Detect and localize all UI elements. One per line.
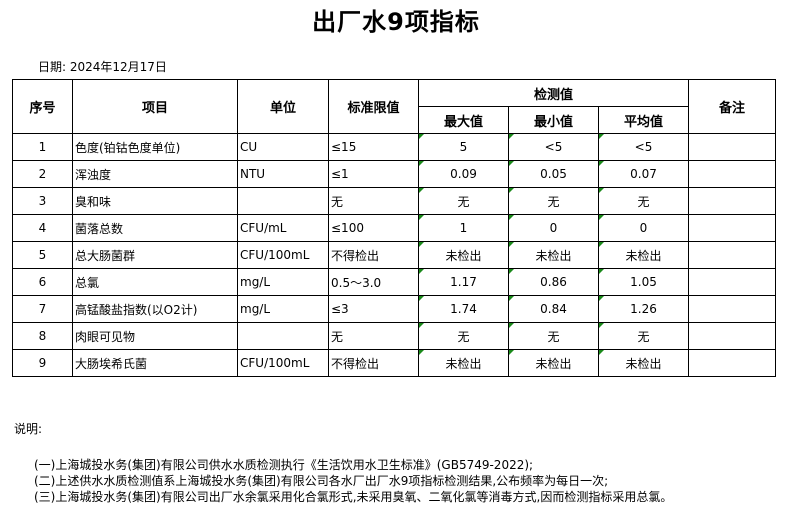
cell-max: 0.09 xyxy=(418,160,509,188)
cell-max: 无 xyxy=(418,322,509,350)
cell-remark xyxy=(688,295,776,323)
cell-unit: NTU xyxy=(237,160,329,188)
cell-item: 高锰酸盐指数(以O2计) xyxy=(72,295,238,323)
cell-avg: 0 xyxy=(598,214,689,242)
cell-max: 未检出 xyxy=(418,241,509,269)
note-line: (三)上海城投水务(集团)有限公司出厂水余氯采用化合氯形式,未采用臭氧、二氧化氯… xyxy=(34,490,673,504)
cell-min: <5 xyxy=(508,133,599,161)
cell-avg: 无 xyxy=(598,322,689,350)
water-quality-table: 序号 项目 单位 标准限值 检测值 备注 最大值 最小值 平均值 1 色度(铂钴色… xyxy=(12,79,776,377)
cell-no: 8 xyxy=(12,322,73,350)
cell-avg: <5 xyxy=(598,133,689,161)
table-row: 2 浑浊度 NTU ≤1 0.09 0.05 0.07 xyxy=(12,160,776,188)
cell-remark xyxy=(688,133,776,161)
cell-unit xyxy=(237,322,329,350)
cell-max: 未检出 xyxy=(418,349,509,377)
cell-item: 色度(铂钴色度单位) xyxy=(72,133,238,161)
cell-item: 浑浊度 xyxy=(72,160,238,188)
cell-item: 大肠埃希氏菌 xyxy=(72,349,238,377)
cell-no: 6 xyxy=(12,268,73,296)
cell-min: 0.86 xyxy=(508,268,599,296)
cell-no: 2 xyxy=(12,160,73,188)
cell-no: 5 xyxy=(12,241,73,269)
cell-max: 1.74 xyxy=(418,295,509,323)
header-unit: 单位 xyxy=(237,79,329,134)
table-row: 9 大肠埃希氏菌 CFU/100mL 不得检出 未检出 未检出 未检出 xyxy=(12,349,776,377)
cell-max: 5 xyxy=(418,133,509,161)
header-item: 项目 xyxy=(72,79,238,134)
cell-no: 1 xyxy=(12,133,73,161)
cell-unit: mg/L xyxy=(237,295,329,323)
table-row: 6 总氯 mg/L 0.5～3.0 1.17 0.86 1.05 xyxy=(12,268,776,296)
header-max: 最大值 xyxy=(418,106,509,134)
cell-remark xyxy=(688,268,776,296)
header-no: 序号 xyxy=(12,79,73,134)
cell-unit: CFU/100mL xyxy=(237,241,329,269)
table-row: 8 肉眼可见物无无无无 xyxy=(12,322,776,350)
cell-remark xyxy=(688,214,776,242)
cell-item: 臭和味 xyxy=(72,187,238,215)
header-min: 最小值 xyxy=(508,106,599,134)
cell-unit: CU xyxy=(237,133,329,161)
note-line: (一)上海城投水务(集团)有限公司供水水质检测执行《生活饮用水卫生标准》(GB5… xyxy=(34,458,534,472)
cell-remark xyxy=(688,160,776,188)
cell-max: 1 xyxy=(418,214,509,242)
cell-min: 未检出 xyxy=(508,349,599,377)
cell-remark xyxy=(688,349,776,377)
cell-limit: 不得检出 xyxy=(328,241,419,269)
report-date: 日期: 2024年12月17日 xyxy=(38,60,167,74)
cell-item: 总氯 xyxy=(72,268,238,296)
cell-unit: mg/L xyxy=(237,268,329,296)
cell-min: 无 xyxy=(508,322,599,350)
cell-limit: 无 xyxy=(328,187,419,215)
cell-min: 无 xyxy=(508,187,599,215)
cell-unit: CFU/100mL xyxy=(237,349,329,377)
cell-avg: 1.05 xyxy=(598,268,689,296)
cell-remark xyxy=(688,241,776,269)
table-row: 5 总大肠菌群 CFU/100mL 不得检出 未检出 未检出 未检出 xyxy=(12,241,776,269)
cell-item: 菌落总数 xyxy=(72,214,238,242)
cell-min: 未检出 xyxy=(508,241,599,269)
cell-min: 0.84 xyxy=(508,295,599,323)
cell-unit: CFU/mL xyxy=(237,214,329,242)
cell-avg: 未检出 xyxy=(598,241,689,269)
header-remark: 备注 xyxy=(688,79,776,134)
cell-max: 1.17 xyxy=(418,268,509,296)
cell-no: 9 xyxy=(12,349,73,377)
cell-no: 4 xyxy=(12,214,73,242)
table-row: 7 高锰酸盐指数(以O2计) mg/L ≤3 1.74 0.84 1.26 xyxy=(12,295,776,323)
notes-heading: 说明: xyxy=(14,422,43,436)
cell-min: 0 xyxy=(508,214,599,242)
table-row: 3 臭和味无无无无 xyxy=(12,187,776,215)
cell-item: 肉眼可见物 xyxy=(72,322,238,350)
table-row: 1 色度(铂钴色度单位) CU ≤15 5 <5 <5 xyxy=(12,133,776,161)
cell-avg: 无 xyxy=(598,187,689,215)
cell-avg: 未检出 xyxy=(598,349,689,377)
cell-unit xyxy=(237,187,329,215)
cell-max: 无 xyxy=(418,187,509,215)
cell-limit: ≤100 xyxy=(328,214,419,242)
cell-limit: ≤1 xyxy=(328,160,419,188)
header-avg: 平均值 xyxy=(598,106,689,134)
cell-limit: 0.5～3.0 xyxy=(328,268,419,296)
cell-min: 0.05 xyxy=(508,160,599,188)
header-detected: 检测值 xyxy=(418,79,689,107)
cell-limit: 无 xyxy=(328,322,419,350)
cell-remark xyxy=(688,187,776,215)
note-line: (二)上述供水水质检测值系上海城投水务(集团)有限公司各水厂出厂水9项指标检测结… xyxy=(34,474,609,488)
cell-no: 7 xyxy=(12,295,73,323)
notes: 说明: (一)上海城投水务(集团)有限公司供水水质检测执行《生活饮用水卫生标准》… xyxy=(14,420,672,505)
header-limit: 标准限值 xyxy=(328,79,419,134)
cell-avg: 0.07 xyxy=(598,160,689,188)
table-row: 4 菌落总数 CFU/mL ≤100 1 0 0 xyxy=(12,214,776,242)
cell-avg: 1.26 xyxy=(598,295,689,323)
cell-limit: ≤3 xyxy=(328,295,419,323)
cell-limit: 不得检出 xyxy=(328,349,419,377)
cell-remark xyxy=(688,322,776,350)
page-title: 出厂水9项指标 xyxy=(312,8,480,36)
cell-item: 总大肠菌群 xyxy=(72,241,238,269)
cell-limit: ≤15 xyxy=(328,133,419,161)
cell-no: 3 xyxy=(12,187,73,215)
